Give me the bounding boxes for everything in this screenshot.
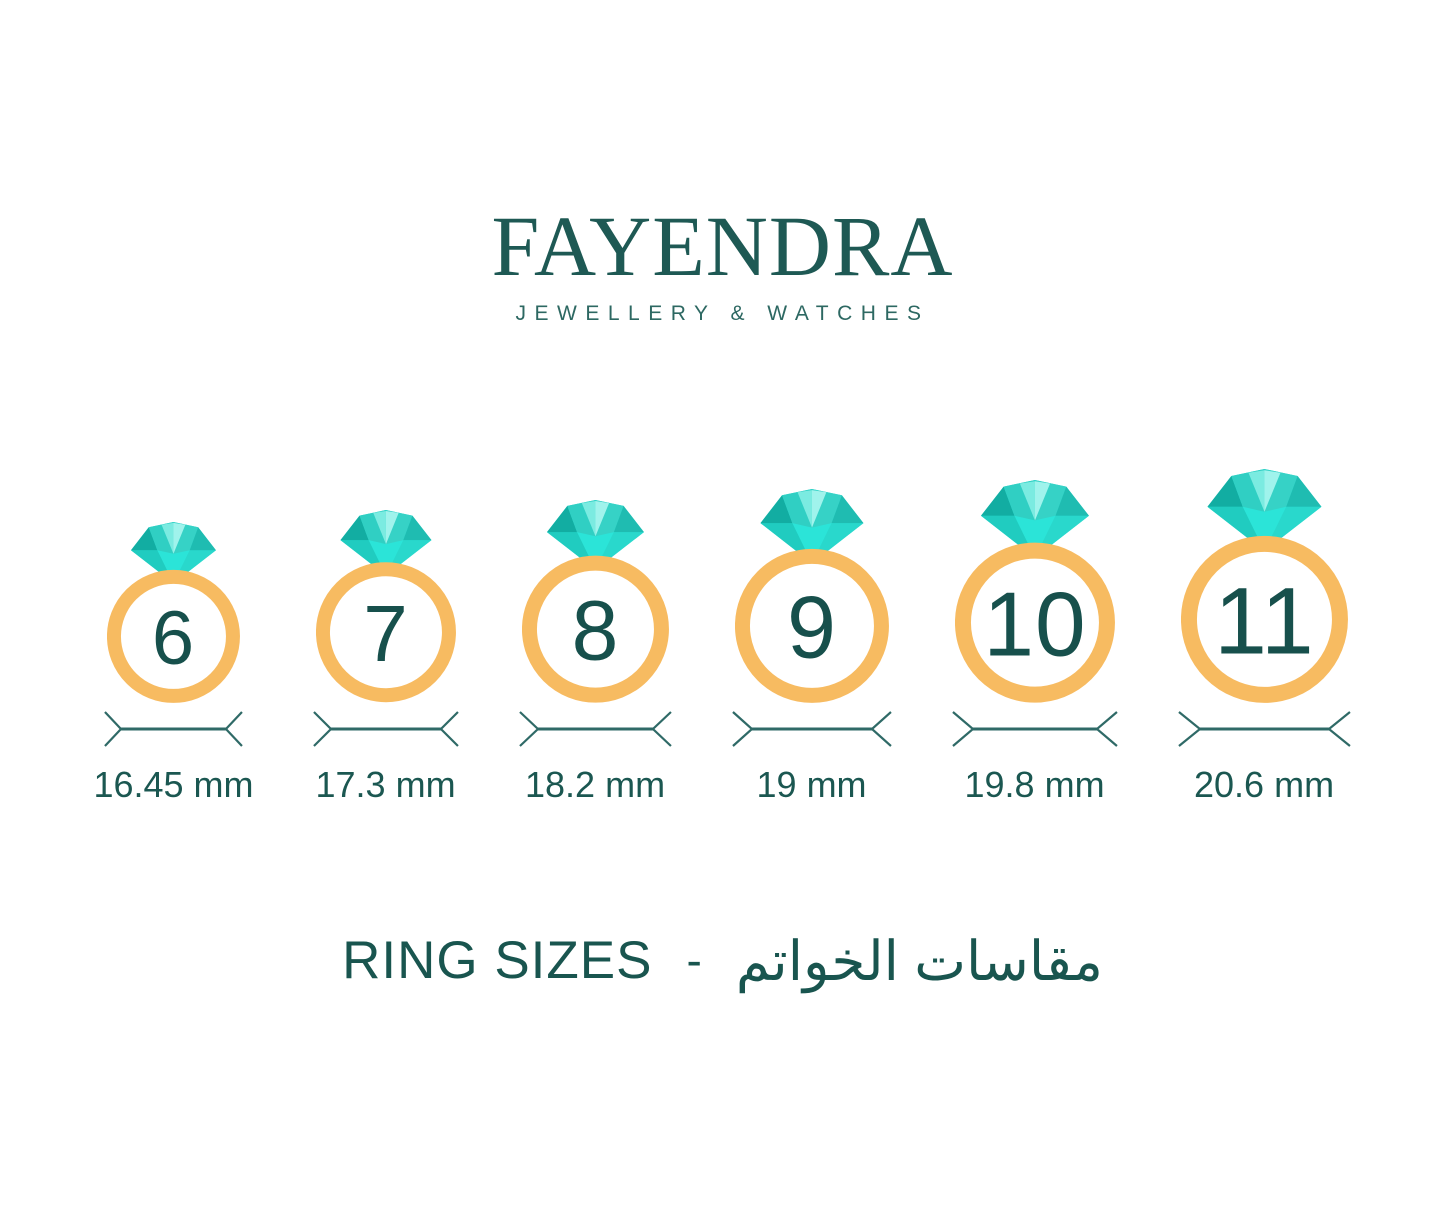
ring-icon: 9	[734, 489, 889, 703]
diamond-facet	[340, 515, 369, 541]
measure-arrow-icon	[951, 711, 1118, 747]
diamond-facet	[831, 495, 864, 524]
ring-item: 8 18.2 mm	[518, 500, 673, 803]
ring-icon: 10	[954, 480, 1115, 703]
footer-separator: -	[686, 934, 702, 987]
ring-icon: 7	[315, 510, 456, 703]
diamond-facet	[130, 527, 158, 551]
diamond-icon	[340, 510, 432, 576]
measure-arrow-left	[104, 711, 123, 747]
diamond-facet	[372, 511, 386, 545]
ring-size-number: 10	[983, 574, 1086, 675]
ring-icon: 11	[1180, 469, 1348, 703]
ring-size-chart: 6 16.45 mm 7 17.3 mm 8	[93, 469, 1351, 803]
diamond-facet	[760, 495, 792, 524]
diamond-facet	[1019, 481, 1035, 521]
ring-item: 11 20.6 mm	[1177, 469, 1352, 803]
footer-title-en: RING SIZES	[342, 931, 653, 991]
diamond-facet	[1207, 476, 1243, 507]
diamond-facet	[1285, 476, 1322, 507]
ring-icon: 8	[521, 500, 669, 703]
measure-arrow-left	[518, 711, 540, 747]
measure-arrow-left	[951, 711, 975, 747]
diamond-facet	[402, 515, 432, 541]
measure-arrow-right	[224, 711, 243, 747]
ring-size-number: 6	[152, 596, 195, 681]
measure-arrow-icon	[312, 711, 459, 747]
ring-size-number: 9	[787, 578, 837, 677]
ring-band	[521, 555, 669, 703]
diamond-facet	[595, 501, 609, 537]
diamond-facet	[1055, 486, 1089, 516]
ring-icon: 6	[106, 522, 240, 703]
measure-arrow-icon	[731, 711, 892, 747]
footer-title-ar: مقاسات الخواتم	[735, 930, 1103, 992]
diamond-facet	[1034, 481, 1050, 521]
ring-diameter-label: 16.45 mm	[93, 764, 254, 805]
measure-arrow-right	[869, 711, 892, 747]
ring-item: 9 19 mm	[731, 489, 893, 803]
measure-arrow-left	[1177, 711, 1202, 747]
diamond-facet	[980, 486, 1015, 516]
ring-item: 6 16.45 mm	[93, 522, 254, 805]
diamond-facet	[189, 527, 216, 551]
measure-arrow-left	[731, 711, 754, 747]
measure-arrow-right	[1094, 711, 1118, 747]
ring-size-number: 7	[363, 589, 409, 678]
ring-diameter-label: 18.2 mm	[525, 764, 666, 805]
measure-arrow-left	[312, 711, 333, 747]
ring-diameter-label: 19.8 mm	[964, 764, 1105, 805]
diamond-facet	[1264, 470, 1281, 512]
diamond-facet	[581, 501, 596, 537]
diamond-facet	[797, 490, 812, 528]
diamond-facet	[161, 522, 174, 554]
measure-arrow-icon	[1177, 711, 1351, 747]
measure-arrow-icon	[104, 711, 243, 747]
ring-band	[1180, 535, 1348, 703]
diamond-facet	[173, 550, 216, 584]
ring-diameter-label: 19 mm	[756, 764, 867, 805]
diamond-facet	[613, 505, 644, 533]
diamond-facet	[1248, 470, 1265, 512]
diamond-facet	[811, 490, 826, 528]
measure-arrow-right	[438, 711, 459, 747]
footer-title: RING SIZES - مقاسات الخواتم	[0, 928, 1445, 994]
diamond-icon	[130, 522, 216, 584]
ring-size-number: 8	[571, 583, 619, 677]
diamond-facet	[385, 511, 399, 545]
measure-arrow-icon	[518, 711, 672, 747]
ring-size-number: 11	[1214, 569, 1315, 675]
measure-arrow-right	[1326, 711, 1351, 747]
measure-arrow-right	[650, 711, 672, 747]
ring-diameter-label: 20.6 mm	[1194, 764, 1335, 805]
diamond-facet	[130, 550, 174, 584]
diamond-facet	[173, 522, 186, 554]
ring-band	[106, 569, 240, 703]
ring-item: 10 19.8 mm	[951, 480, 1119, 803]
brand-tagline: JEWELLERY & WATCHES	[515, 302, 930, 325]
ring-band	[315, 562, 456, 703]
ring-band	[954, 542, 1115, 703]
ring-item: 7 17.3 mm	[312, 510, 460, 803]
diamond-facet	[546, 505, 577, 533]
brand-name: FAYENDRA	[491, 198, 954, 294]
logo: FAYENDRA JEWELLERY & WATCHES	[0, 203, 1445, 324]
ring-diameter-label: 17.3 mm	[315, 764, 456, 805]
ring-band	[734, 548, 889, 703]
